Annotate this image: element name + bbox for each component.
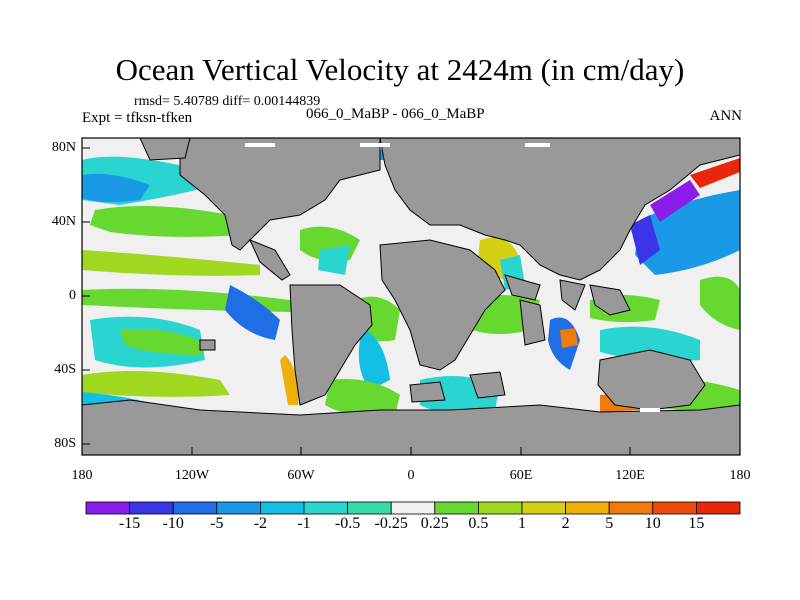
- colorbar-swatch: [390, 501, 436, 515]
- colorbar-label: -15: [118, 515, 141, 532]
- colorbar-swatch: [521, 501, 566, 515]
- lon-tick-180w: 180: [71, 468, 93, 483]
- lat-tick-0: 0: [69, 288, 76, 303]
- map-title: Ocean Vertical Velocity at 2424m (in cm/…: [115, 52, 685, 87]
- colorbar-swatch: [347, 501, 392, 515]
- colorbar-swatch: [434, 501, 479, 515]
- colorbar-label: -1: [297, 515, 311, 532]
- colorbar-swatch: [608, 501, 654, 515]
- colorbar-swatch: [85, 501, 130, 515]
- colorbar-label: -2: [253, 515, 268, 532]
- colorbar-label: 0.5: [468, 515, 489, 532]
- lon-tick-120w: 120W: [174, 468, 210, 483]
- colorbar-label: 10: [644, 515, 661, 532]
- lon-tick-120e: 120E: [615, 468, 645, 483]
- lat-tick-80s: 80S: [54, 436, 76, 451]
- lon-tick-0: 0: [407, 468, 415, 483]
- colorbar-swatch: [565, 501, 610, 515]
- colorbar-label: 15: [688, 515, 705, 532]
- experiment-label: Expt = tfksn-tfken: [82, 110, 193, 126]
- axis-ticks: [81, 147, 741, 455]
- lon-tick-180e: 180: [729, 468, 751, 483]
- colorbar-label: 2: [561, 515, 570, 532]
- land-masses: [82, 138, 740, 455]
- colorbar-label: -0.5: [334, 515, 361, 532]
- colorbar-swatch: [303, 501, 348, 515]
- lat-tick-40s: 40S: [54, 362, 76, 377]
- colorbar-label: -0.25: [374, 515, 408, 532]
- season-label: ANN: [709, 108, 743, 124]
- colorbar-label: -5: [210, 515, 224, 532]
- colorbar-swatch: [477, 501, 523, 515]
- no-data-marks: [245, 143, 660, 412]
- colorbar-swatch: [129, 501, 174, 515]
- case-label: 066_0_MaBP - 066_0_MaBP: [306, 106, 485, 122]
- colorbar-swatch: [259, 501, 305, 515]
- lon-tick-60w: 60W: [287, 468, 315, 483]
- colorbar-swatch: [696, 501, 741, 515]
- lon-tick-60e: 60E: [509, 468, 533, 483]
- lat-tick-80n: 80N: [51, 140, 76, 155]
- colorbar-swatch: [216, 501, 261, 515]
- colorbar-label: -10: [162, 515, 184, 532]
- lat-tick-40n: 40N: [51, 214, 76, 229]
- colorbar-label: 1: [518, 515, 526, 532]
- colorbar-label: 0.25: [420, 515, 449, 532]
- colorbar-swatch: [172, 501, 218, 515]
- colorbar-label: 5: [605, 515, 614, 532]
- colorbar-swatch: [652, 501, 697, 515]
- stats-text: rmsd= 5.40789 diff= 0.00144839: [134, 94, 321, 109]
- colorbar: [85, 501, 741, 515]
